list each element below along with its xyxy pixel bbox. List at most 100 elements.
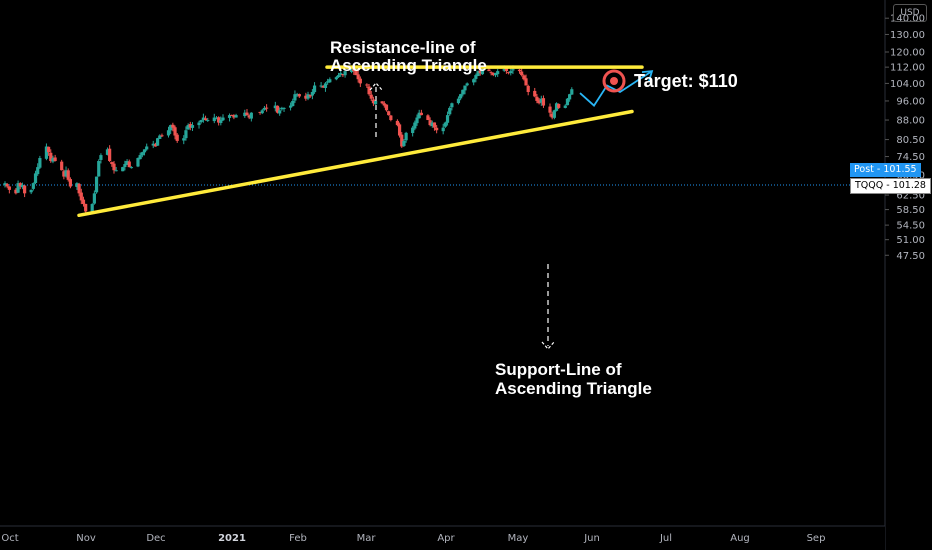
candle-body [321, 86, 325, 88]
candle-body [214, 117, 219, 119]
y-tick-label: 96.00 [896, 96, 925, 107]
candle-body [535, 96, 539, 101]
candle-body [23, 185, 27, 194]
candle-body [265, 107, 269, 109]
support-line[interactable] [77, 109, 634, 218]
candle-body [136, 158, 140, 167]
candle-body [140, 152, 144, 156]
y-tick-label: 51.00 [896, 235, 925, 246]
candle-body [448, 107, 452, 115]
candle-body [526, 85, 530, 92]
x-tick-label: Apr [437, 533, 455, 544]
candle-body [47, 146, 51, 153]
candle-body [199, 120, 203, 123]
candle-body [7, 186, 11, 190]
candle-body [81, 199, 86, 205]
projection-path[interactable] [579, 70, 653, 107]
x-tick-label: Nov [76, 533, 96, 544]
candle-body [463, 85, 467, 91]
candle-body [3, 183, 7, 186]
candle-body [142, 149, 147, 153]
y-tick-label: 104.00 [890, 79, 925, 90]
candle-body [334, 77, 338, 80]
candle-body [343, 71, 347, 76]
candle-body [382, 103, 386, 106]
candle-body [402, 140, 406, 146]
candle-body [275, 105, 280, 113]
time-axis[interactable] [0, 526, 885, 550]
candle-body [197, 122, 201, 126]
candle-body [221, 117, 225, 121]
candle-body [217, 117, 221, 123]
candle-body [319, 85, 323, 87]
candle-body [415, 117, 419, 124]
candle-body [293, 94, 297, 101]
candle-body [367, 86, 371, 95]
candle-body [430, 122, 434, 127]
currency-badge[interactable]: USD [893, 4, 927, 22]
candle-body [62, 171, 66, 177]
candle-body [245, 112, 249, 116]
candle-body [306, 94, 310, 99]
candle-body [489, 72, 493, 74]
candle-body [243, 112, 247, 117]
candle-body [29, 189, 33, 193]
candle-body [94, 176, 99, 193]
candle-body [219, 120, 223, 123]
x-tick-label: Mar [357, 533, 377, 544]
candle-body [524, 78, 528, 86]
candle-body [260, 110, 264, 114]
candle-body [487, 69, 491, 72]
candle-body [33, 173, 38, 184]
candle-body [371, 99, 376, 104]
candle-body [350, 69, 354, 72]
candle-body [459, 94, 463, 99]
candle-body [127, 161, 131, 168]
resistance-label-line1: Resistance-line of [330, 38, 476, 57]
candle-body [258, 111, 262, 113]
candle-body [339, 73, 343, 75]
candle-body [68, 179, 72, 187]
candle-body [441, 127, 445, 132]
candle-body [539, 98, 543, 103]
candle-body [188, 124, 192, 128]
candle-body [66, 170, 70, 180]
candle-body [171, 124, 175, 128]
support-label-line1: Support-Line of [495, 360, 622, 379]
candle-body [506, 72, 511, 74]
candle-body [145, 146, 149, 150]
candle-body [537, 100, 541, 104]
candle-body [400, 134, 404, 147]
candle-body [97, 161, 101, 177]
candle-body [395, 120, 399, 126]
candle-body [169, 125, 173, 131]
candle-body [336, 75, 341, 78]
candle-body [461, 89, 465, 95]
candle-body [280, 107, 284, 110]
candle-body [491, 72, 495, 76]
candle-body [227, 115, 232, 118]
candle-body [75, 183, 79, 187]
resistance-label-line2: Ascending Triangle [330, 56, 487, 75]
y-tick-label: 47.50 [896, 251, 925, 262]
candle-body [234, 115, 238, 118]
candle-body [511, 69, 515, 71]
candle-body [310, 92, 314, 96]
candle-body [291, 100, 295, 107]
trendlines [77, 65, 654, 218]
price-axis[interactable] [885, 0, 932, 550]
candle-body [31, 183, 35, 189]
candle-body [563, 105, 567, 108]
candle-body [186, 125, 190, 130]
candle-body [203, 118, 208, 121]
candle-body [428, 120, 432, 126]
y-tick-label: 140.00 [890, 14, 925, 25]
candle-body [201, 117, 205, 121]
candle-body [108, 148, 112, 162]
candle-body [110, 162, 114, 165]
candle-body [92, 193, 96, 204]
candle-body [212, 117, 216, 122]
candle-body [380, 101, 384, 104]
candle-body [14, 189, 18, 194]
